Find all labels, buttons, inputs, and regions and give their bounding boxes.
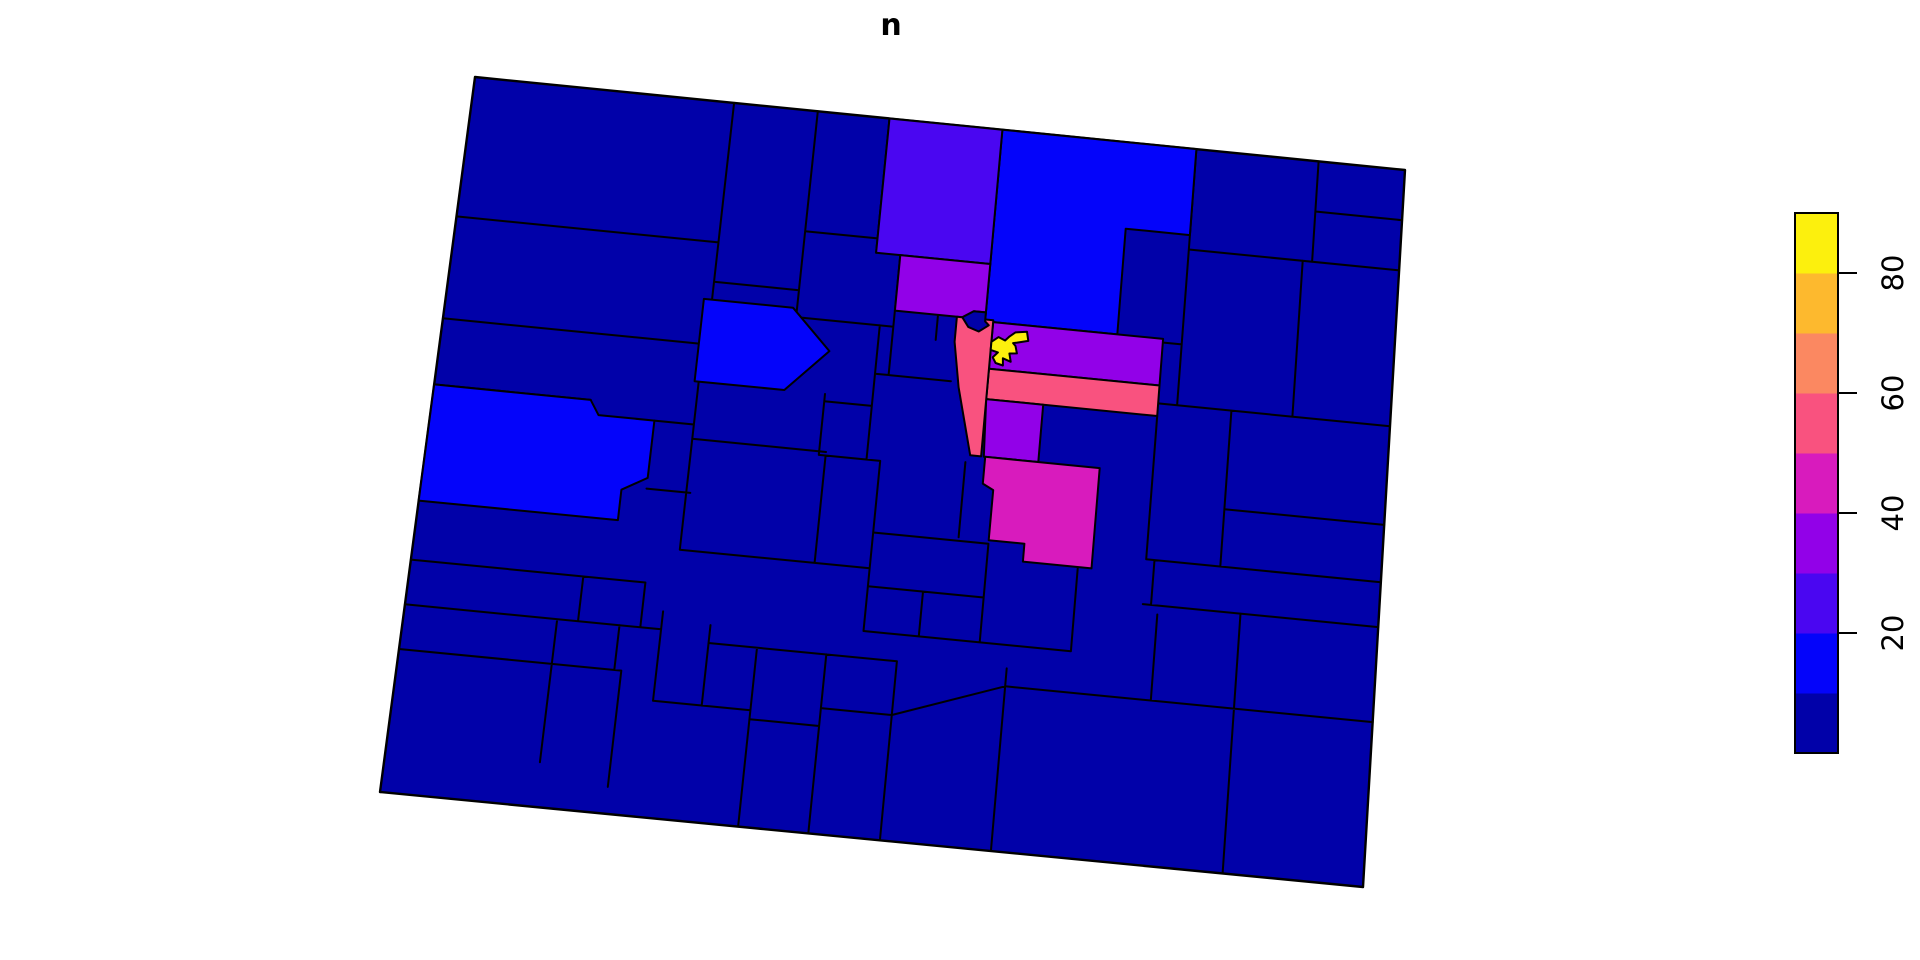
legend-tick-label-40: 40 <box>1876 495 1910 532</box>
legend-block-0-10 <box>1795 693 1838 754</box>
county-broomfield <box>961 310 990 333</box>
legend-block-10-20 <box>1795 633 1838 694</box>
legend-bar-outline <box>1794 212 1839 754</box>
plot-title: n <box>880 8 902 43</box>
county-boulder <box>893 254 992 319</box>
legend-block-50-60 <box>1795 393 1838 454</box>
county-douglas <box>982 398 1045 463</box>
county-larimer <box>875 117 1004 265</box>
county-jefferson <box>953 315 995 458</box>
legend-block-20-30 <box>1795 573 1838 634</box>
legend-block-40-50 <box>1795 453 1838 514</box>
legend-tick-label-20: 20 <box>1876 615 1910 652</box>
county-denver <box>989 330 1030 367</box>
county-el-paso <box>981 455 1101 570</box>
legend-block-60-70 <box>1795 333 1838 394</box>
legend-block-80-90 <box>1795 213 1838 274</box>
legend-tick-label-60: 60 <box>1876 375 1910 412</box>
county-borders <box>398 101 1404 875</box>
legend-block-30-40 <box>1795 513 1838 574</box>
legend-tick-label-80: 80 <box>1876 255 1910 292</box>
county-eagle <box>693 297 831 391</box>
county-mesa <box>417 383 656 522</box>
legend-block-70-80 <box>1795 273 1838 334</box>
